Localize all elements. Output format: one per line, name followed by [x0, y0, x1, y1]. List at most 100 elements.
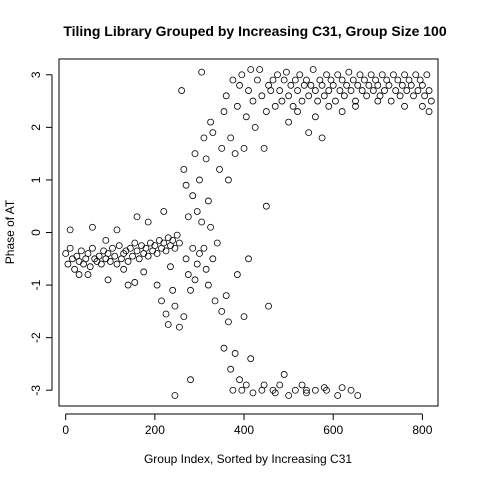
data-point: [198, 68, 206, 76]
data-point: [374, 81, 382, 89]
data-point: [354, 81, 362, 89]
data-point: [164, 321, 172, 328]
data-point: [191, 276, 199, 284]
data-point: [131, 279, 139, 286]
data-point: [338, 384, 346, 392]
data-point: [144, 218, 152, 226]
data-point: [262, 202, 270, 210]
data-point: [233, 271, 241, 278]
data-point: [260, 144, 268, 152]
data-point: [296, 71, 304, 79]
data-point: [269, 76, 277, 84]
data-point: [347, 386, 355, 394]
data-point: [303, 386, 310, 394]
y-tick-label: -1: [29, 279, 43, 290]
data-point: [124, 258, 132, 265]
data-point: [392, 87, 400, 94]
data-point: [180, 313, 188, 321]
data-point: [349, 76, 357, 84]
data-point: [320, 92, 328, 100]
data-point: [345, 68, 353, 76]
data-point: [247, 355, 255, 363]
data-point: [378, 71, 386, 79]
data-point: [89, 244, 96, 252]
data-point: [407, 81, 415, 89]
data-point: [398, 81, 406, 89]
data-point: [298, 381, 306, 389]
data-point: [265, 302, 272, 310]
y-tick-label: -3: [29, 385, 43, 396]
data-point: [218, 307, 226, 315]
data-point: [238, 71, 246, 79]
data-point: [97, 260, 105, 268]
data-point: [198, 218, 206, 226]
data-point: [113, 260, 121, 268]
data-point: [111, 252, 119, 260]
data-point: [305, 92, 313, 100]
x-tick-label: 800: [412, 423, 432, 437]
data-point: [153, 281, 161, 289]
data-point: [311, 386, 319, 394]
data-point: [169, 286, 177, 294]
data-point: [390, 71, 397, 79]
data-point: [427, 97, 435, 105]
data-point: [354, 392, 362, 399]
data-point: [193, 208, 201, 215]
data-point: [236, 376, 243, 384]
data-point: [323, 386, 330, 394]
data-point: [325, 87, 333, 94]
data-point: [361, 76, 368, 84]
plot-area-frame: [58, 58, 439, 407]
data-point: [329, 81, 337, 89]
data-point: [323, 71, 330, 79]
data-point: [86, 263, 94, 271]
data-points: [62, 66, 435, 399]
data-point: [267, 87, 275, 94]
data-point: [229, 386, 237, 394]
data-point: [84, 250, 92, 257]
y-axis-label: Phase of AT: [3, 199, 17, 264]
data-point: [184, 271, 192, 278]
data-point: [220, 108, 228, 115]
data-point: [104, 276, 112, 284]
y-axis: -3 -2 -1 0 1 2 3: [29, 71, 53, 396]
data-point: [280, 371, 288, 378]
x-tick-label: 400: [234, 423, 254, 437]
data-point: [162, 310, 170, 318]
data-point: [184, 213, 192, 221]
data-point: [282, 68, 290, 76]
data-point: [218, 144, 226, 152]
data-point: [106, 258, 114, 265]
data-point: [211, 297, 219, 305]
y-tick-label: 3: [29, 71, 43, 78]
data-point: [385, 81, 393, 89]
data-point: [229, 76, 237, 84]
data-point: [153, 250, 161, 257]
data-point: [294, 108, 301, 115]
data-point: [309, 66, 317, 73]
data-point: [109, 244, 116, 252]
data-point: [325, 102, 333, 110]
data-point: [115, 242, 123, 250]
data-point: [207, 223, 215, 231]
data-point: [303, 389, 310, 397]
data-point: [289, 102, 297, 110]
data-point: [401, 102, 408, 110]
data-point: [338, 108, 346, 115]
data-point: [258, 92, 266, 100]
data-point: [311, 87, 319, 94]
data-point: [209, 255, 217, 263]
data-point: [414, 87, 422, 94]
data-point: [171, 244, 179, 252]
data-point: [151, 242, 159, 250]
data-point: [338, 76, 346, 84]
data-point: [182, 181, 190, 189]
data-point: [120, 265, 128, 273]
data-point: [209, 129, 217, 137]
data-point: [187, 286, 194, 294]
data-point: [358, 87, 366, 94]
data-point: [196, 250, 203, 257]
data-point: [276, 381, 284, 389]
data-point: [294, 87, 301, 94]
y-tick-label: 1: [29, 176, 43, 183]
